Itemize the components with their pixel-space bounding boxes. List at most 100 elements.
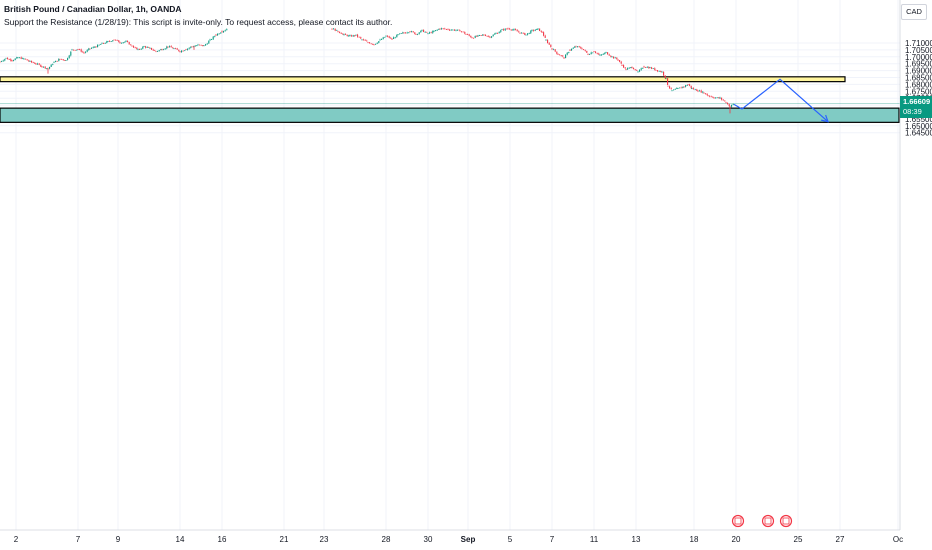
x-tick-label: 9 (116, 535, 121, 544)
candle (480, 35, 482, 36)
candle (412, 31, 414, 33)
candle (420, 30, 422, 33)
candle (373, 44, 375, 46)
candle (712, 96, 714, 98)
candle (217, 33, 219, 36)
candle (214, 35, 216, 37)
candle (620, 61, 622, 64)
candle (637, 71, 639, 73)
economic-event-icon[interactable] (779, 514, 793, 528)
candle (519, 32, 521, 34)
candle (461, 31, 463, 33)
candle (619, 60, 621, 62)
x-tick-label: 7 (550, 535, 555, 544)
candle (110, 41, 112, 43)
candle (68, 55, 70, 59)
candle (658, 70, 660, 72)
candle (716, 97, 718, 99)
candle (677, 87, 679, 89)
x-tick-label: 30 (424, 535, 433, 544)
candle (617, 59, 619, 61)
candle (149, 47, 151, 49)
candle (453, 29, 455, 31)
candle (172, 47, 174, 49)
candle (118, 40, 120, 43)
candle (471, 37, 473, 39)
candle (187, 48, 189, 50)
support-zone[interactable] (0, 107, 900, 123)
candle (37, 63, 39, 65)
candle (516, 30, 518, 32)
candle (488, 36, 490, 37)
candle (630, 67, 632, 68)
candle (560, 55, 562, 57)
candle (634, 69, 636, 71)
economic-event-icon[interactable] (731, 514, 745, 528)
candle (209, 39, 211, 41)
candle (41, 66, 43, 68)
candle (553, 49, 555, 51)
candles (0, 27, 734, 114)
candle (643, 66, 645, 68)
candle (155, 51, 157, 53)
candle (689, 84, 691, 86)
candle (433, 30, 435, 32)
candle (76, 49, 78, 51)
candle (541, 31, 543, 33)
candle (554, 49, 556, 52)
x-axis: 2 7 9 14 16 21 23 28 30 Sep 5 7 11 13 18 20 25 27 Oc (14, 535, 903, 544)
candle (333, 28, 335, 30)
zones (0, 76, 900, 123)
candle (336, 29, 338, 31)
candle (46, 68, 48, 70)
candle (442, 28, 444, 30)
candle (58, 59, 60, 62)
candle (378, 41, 380, 43)
candle (621, 65, 623, 66)
candle (136, 47, 138, 49)
candle (732, 103, 734, 105)
economic-event-icon[interactable] (761, 514, 775, 528)
candle (687, 84, 689, 86)
candle (507, 28, 509, 30)
candle (200, 44, 202, 46)
candle (194, 45, 196, 47)
candle (396, 34, 398, 38)
candle (34, 62, 36, 64)
candle (426, 31, 428, 33)
candle (605, 52, 607, 54)
candle (127, 40, 129, 42)
candle (707, 95, 709, 97)
candle (465, 34, 467, 35)
candle (143, 46, 145, 48)
x-tick-label: 18 (690, 535, 699, 544)
candle (140, 48, 142, 50)
candle (673, 89, 675, 91)
candle (581, 48, 583, 50)
candle (547, 39, 549, 44)
candle (439, 28, 441, 30)
candle (429, 32, 431, 34)
candle (568, 52, 570, 53)
candle (20, 57, 22, 59)
candle (98, 44, 100, 46)
candle (179, 51, 181, 53)
candle (572, 47, 574, 49)
candle (587, 54, 589, 55)
candle (80, 49, 82, 52)
candle (423, 29, 425, 33)
candle (674, 89, 676, 90)
candle (25, 58, 27, 60)
candle (61, 58, 63, 60)
candle (601, 54, 603, 56)
candle (604, 52, 606, 55)
candle (184, 50, 186, 52)
x-tick-label: 25 (794, 535, 803, 544)
y-tick-label: 1.71000 (905, 39, 932, 48)
candle (627, 68, 629, 70)
currency-button[interactable]: CAD (901, 4, 927, 20)
candle (718, 97, 720, 99)
candle (543, 32, 545, 36)
resistance-zone[interactable] (0, 76, 846, 83)
